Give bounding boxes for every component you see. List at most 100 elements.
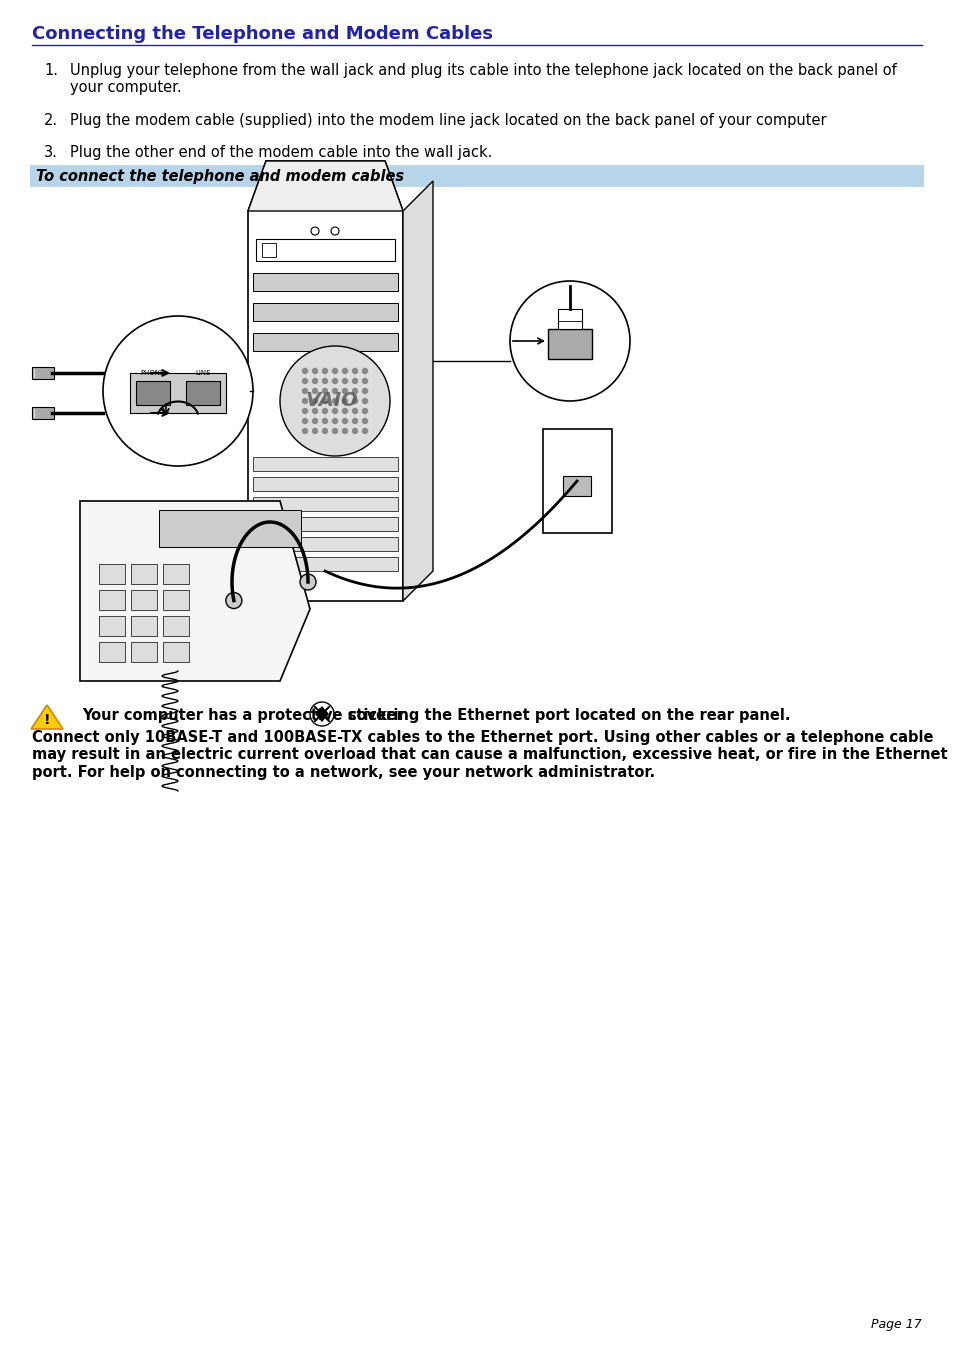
Circle shape — [333, 419, 337, 423]
Circle shape — [331, 227, 338, 235]
FancyBboxPatch shape — [253, 303, 397, 322]
Circle shape — [299, 574, 315, 590]
Circle shape — [342, 428, 347, 434]
Circle shape — [302, 428, 307, 434]
Circle shape — [342, 399, 347, 404]
Circle shape — [362, 378, 367, 384]
FancyBboxPatch shape — [163, 563, 189, 584]
Polygon shape — [80, 501, 310, 681]
Circle shape — [311, 227, 318, 235]
Polygon shape — [314, 707, 329, 713]
Polygon shape — [248, 161, 402, 211]
FancyBboxPatch shape — [136, 381, 170, 405]
Circle shape — [362, 399, 367, 404]
FancyBboxPatch shape — [163, 616, 189, 636]
FancyBboxPatch shape — [186, 381, 220, 405]
Circle shape — [322, 408, 327, 413]
Circle shape — [226, 593, 242, 608]
FancyBboxPatch shape — [253, 536, 397, 551]
Text: Plug the modem cable (supplied) into the modem line jack located on the back pan: Plug the modem cable (supplied) into the… — [70, 113, 825, 128]
Circle shape — [352, 428, 357, 434]
FancyBboxPatch shape — [542, 430, 612, 534]
Text: To connect the telephone and modem cables: To connect the telephone and modem cable… — [36, 169, 404, 184]
FancyBboxPatch shape — [99, 563, 125, 584]
Circle shape — [302, 389, 307, 393]
Circle shape — [352, 389, 357, 393]
Circle shape — [313, 378, 317, 384]
Circle shape — [313, 399, 317, 404]
Circle shape — [342, 419, 347, 423]
Circle shape — [302, 369, 307, 373]
Circle shape — [362, 408, 367, 413]
Circle shape — [352, 369, 357, 373]
FancyBboxPatch shape — [30, 165, 923, 186]
Text: 3.: 3. — [44, 145, 58, 159]
Text: covering the Ethernet port located on the rear panel.: covering the Ethernet port located on th… — [348, 708, 790, 723]
Circle shape — [313, 428, 317, 434]
FancyBboxPatch shape — [255, 239, 395, 261]
FancyBboxPatch shape — [99, 642, 125, 662]
Circle shape — [322, 428, 327, 434]
FancyBboxPatch shape — [253, 457, 397, 471]
Text: Plug the other end of the modem cable into the wall jack.: Plug the other end of the modem cable in… — [70, 145, 492, 159]
Circle shape — [302, 399, 307, 404]
Circle shape — [313, 408, 317, 413]
Bar — [262, 243, 275, 257]
Circle shape — [342, 369, 347, 373]
Circle shape — [333, 378, 337, 384]
Circle shape — [313, 369, 317, 373]
Text: LINE: LINE — [195, 370, 211, 376]
Circle shape — [333, 399, 337, 404]
FancyBboxPatch shape — [253, 477, 397, 490]
Circle shape — [333, 369, 337, 373]
FancyBboxPatch shape — [163, 642, 189, 662]
Circle shape — [333, 389, 337, 393]
FancyBboxPatch shape — [253, 557, 397, 571]
Circle shape — [313, 419, 317, 423]
FancyBboxPatch shape — [562, 476, 590, 496]
Text: Page 17: Page 17 — [870, 1319, 921, 1331]
FancyBboxPatch shape — [253, 517, 397, 531]
Circle shape — [333, 428, 337, 434]
FancyBboxPatch shape — [32, 367, 54, 380]
Circle shape — [342, 378, 347, 384]
FancyBboxPatch shape — [163, 590, 189, 611]
Circle shape — [362, 369, 367, 373]
Polygon shape — [30, 705, 63, 730]
Circle shape — [362, 389, 367, 393]
Text: !: ! — [44, 713, 51, 727]
Polygon shape — [314, 713, 329, 721]
Circle shape — [352, 419, 357, 423]
Circle shape — [280, 346, 390, 457]
FancyBboxPatch shape — [32, 407, 54, 419]
FancyBboxPatch shape — [253, 497, 397, 511]
Text: Your computer has a protective sticker: Your computer has a protective sticker — [82, 708, 403, 723]
Circle shape — [362, 428, 367, 434]
FancyBboxPatch shape — [131, 563, 157, 584]
FancyBboxPatch shape — [253, 332, 397, 351]
Circle shape — [342, 408, 347, 413]
Circle shape — [352, 378, 357, 384]
FancyBboxPatch shape — [131, 642, 157, 662]
FancyBboxPatch shape — [253, 273, 397, 290]
Circle shape — [302, 378, 307, 384]
FancyBboxPatch shape — [131, 616, 157, 636]
Circle shape — [322, 419, 327, 423]
Text: PHONE: PHONE — [141, 370, 165, 376]
FancyBboxPatch shape — [99, 616, 125, 636]
FancyBboxPatch shape — [131, 590, 157, 611]
Text: 2.: 2. — [44, 113, 58, 128]
Circle shape — [352, 399, 357, 404]
FancyBboxPatch shape — [558, 309, 581, 330]
Circle shape — [333, 408, 337, 413]
Text: Connect only 10BASE-T and 100BASE-TX cables to the Ethernet port. Using other ca: Connect only 10BASE-T and 100BASE-TX cab… — [32, 730, 946, 780]
FancyBboxPatch shape — [159, 509, 301, 547]
Polygon shape — [248, 161, 402, 601]
Circle shape — [362, 419, 367, 423]
Circle shape — [302, 419, 307, 423]
Text: VAIO: VAIO — [305, 392, 357, 411]
FancyBboxPatch shape — [547, 330, 592, 359]
FancyBboxPatch shape — [99, 590, 125, 611]
Circle shape — [322, 369, 327, 373]
Circle shape — [342, 389, 347, 393]
